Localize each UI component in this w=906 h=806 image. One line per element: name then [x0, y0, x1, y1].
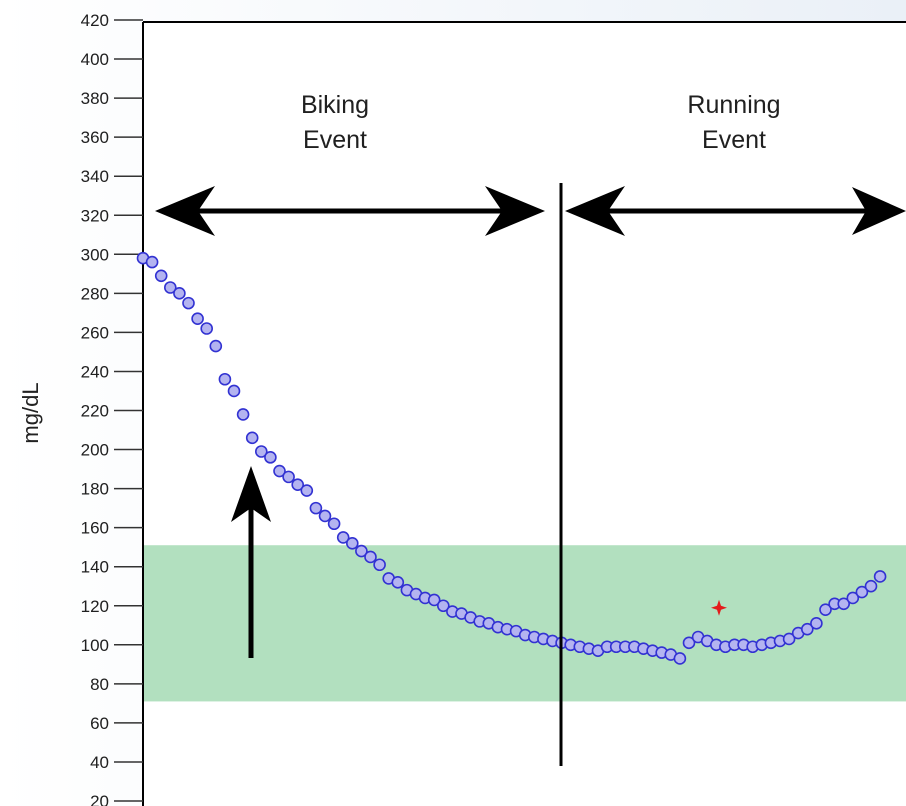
- data-point: [164, 281, 177, 294]
- data-point: [391, 576, 405, 589]
- y-tick-label: 340: [81, 167, 109, 186]
- data-point: [264, 451, 277, 464]
- data-point: [436, 599, 450, 613]
- data-point: [200, 322, 213, 335]
- y-tick-label: 260: [81, 323, 109, 342]
- data-point: [245, 431, 259, 445]
- data-point: [373, 558, 386, 572]
- y-tick-label: 160: [81, 519, 109, 538]
- data-point: [218, 372, 232, 386]
- data-point: [782, 632, 796, 646]
- y-tick-label: 420: [81, 11, 109, 30]
- data-point: [182, 296, 195, 310]
- data-point: [300, 484, 314, 497]
- data-point: [291, 478, 305, 491]
- data-point: [309, 501, 323, 515]
- data-point: [327, 517, 341, 531]
- data-point: [427, 593, 441, 607]
- y-tick-label: 240: [81, 362, 109, 381]
- data-point: [800, 622, 814, 636]
- target-range-band: [143, 545, 906, 702]
- y-tick-label: 100: [81, 636, 109, 655]
- data-point: [355, 544, 368, 558]
- data-point: [336, 531, 350, 544]
- biking-arrow-head-right: [485, 186, 545, 236]
- data-point: [209, 339, 223, 353]
- data-point: [236, 408, 250, 421]
- running-arrow-head-left: [565, 186, 625, 236]
- data-point: [154, 269, 168, 283]
- running-arrow-head-right: [852, 187, 906, 235]
- y-tick-label: 20: [90, 792, 109, 806]
- data-point: [364, 550, 377, 564]
- y-tick-label: 400: [81, 50, 109, 69]
- data-point: [254, 445, 268, 458]
- data-point: [273, 464, 286, 478]
- y-axis-label: mg/dL: [18, 382, 43, 443]
- up-arrow-head: [231, 466, 271, 522]
- data-point: [227, 384, 241, 398]
- data-point: [855, 585, 869, 599]
- y-tick-label: 220: [81, 402, 109, 421]
- data-point: [864, 579, 878, 593]
- y-tick-label: 60: [90, 714, 109, 733]
- data-point: [873, 570, 887, 583]
- data-point: [810, 617, 823, 630]
- data-point: [282, 470, 295, 484]
- data-point: [191, 312, 204, 326]
- y-tick-label: 120: [81, 597, 109, 616]
- y-tick-label: 380: [81, 89, 109, 108]
- y-tick-label: 320: [81, 206, 109, 225]
- event1-label-line1: Biking: [301, 91, 369, 119]
- y-tick-label: 300: [81, 245, 109, 264]
- data-point: [318, 509, 332, 523]
- biking-arrow-head-left: [155, 186, 215, 236]
- y-tick-label: 140: [81, 558, 109, 577]
- y-tick-label: 180: [81, 480, 109, 499]
- data-point: [145, 255, 159, 269]
- data-point: [345, 536, 359, 550]
- data-point: [673, 652, 687, 665]
- marker-point: [711, 599, 727, 616]
- y-tick-label: 280: [81, 284, 109, 303]
- y-tick-label: 360: [81, 128, 109, 147]
- event2-label-line2: Event: [702, 126, 766, 154]
- y-tick-label: 200: [81, 441, 109, 460]
- data-point: [837, 597, 851, 611]
- data-point: [173, 287, 186, 300]
- data-point: [819, 603, 832, 616]
- y-tick-label: 80: [90, 675, 109, 694]
- event2-label-line1: Running: [687, 91, 780, 119]
- event1-label-line2: Event: [303, 126, 367, 154]
- data-point: [846, 591, 860, 605]
- y-tick-label: 40: [90, 753, 109, 772]
- data-point: [682, 636, 696, 650]
